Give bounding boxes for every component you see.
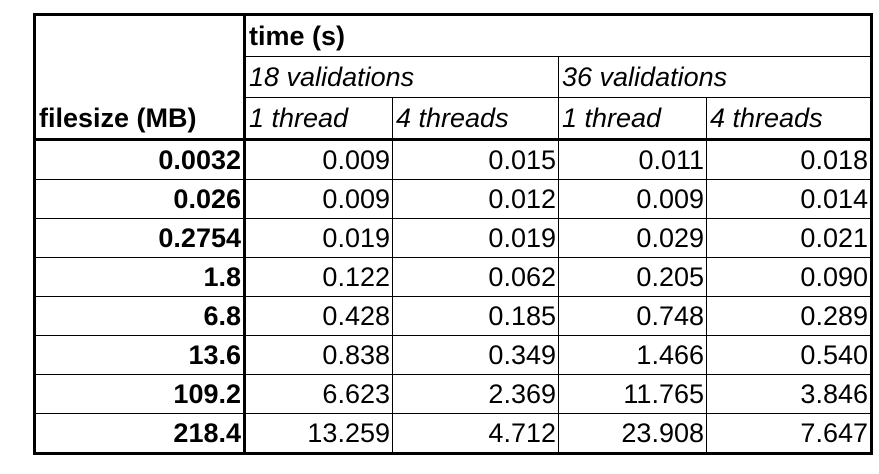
header-row-groups: 18 validations 36 validations [33,56,873,98]
v18-1-thread-cell: 0.019 [244,218,393,258]
v36-1-thread-cell: 23.908 [558,413,707,455]
v36-4-threads-cell: 7.647 [706,413,873,455]
v18-4-threads-cell: 4.712 [392,413,559,455]
filesize-cell: 218.4 [33,413,246,455]
v36-1-thread-cell: 0.748 [558,296,707,336]
table-row: 1.8 0.122 0.062 0.205 0.090 [33,257,873,297]
v18-4-threads-cell: 0.185 [392,296,559,336]
table-row: 218.4 13.259 4.712 23.908 7.647 [33,413,873,455]
col-18-4-threads: 4 threads [392,97,559,141]
v36-1-thread-cell: 0.205 [558,257,707,297]
table-row: 0.026 0.009 0.012 0.009 0.014 [33,179,873,219]
filesize-spacer-cell [33,56,246,98]
v36-4-threads-cell: 0.014 [706,179,873,219]
v18-1-thread-cell: 0.122 [244,257,393,297]
header-row-time: time (s) [33,13,873,57]
v36-4-threads-cell: 0.021 [706,218,873,258]
filesize-cell: 0.2754 [33,218,246,258]
v36-1-thread-cell: 0.029 [558,218,707,258]
table-row: 0.2754 0.019 0.019 0.029 0.021 [33,218,873,258]
table-row: 0.0032 0.009 0.015 0.011 0.018 [33,139,873,180]
v18-1-thread-cell: 13.259 [244,413,393,455]
filesize-cell: 13.6 [33,335,246,375]
v18-4-threads-cell: 0.015 [392,139,559,180]
v18-4-threads-cell: 0.019 [392,218,559,258]
group-36-validations: 36 validations [558,56,873,98]
filesize-header: filesize (MB) [33,97,246,141]
v36-1-thread-cell: 1.466 [558,335,707,375]
v36-4-threads-cell: 0.289 [706,296,873,336]
v18-4-threads-cell: 2.369 [392,374,559,414]
col-36-4-threads: 4 threads [706,97,873,141]
v18-4-threads-cell: 0.062 [392,257,559,297]
timing-table: time (s) 18 validations 36 validations f… [33,13,873,455]
v18-4-threads-cell: 0.012 [392,179,559,219]
table-row: 13.6 0.838 0.349 1.466 0.540 [33,335,873,375]
table-row: 109.2 6.623 2.369 11.765 3.846 [33,374,873,414]
v18-1-thread-cell: 6.623 [244,374,393,414]
v18-1-thread-cell: 0.009 [244,179,393,219]
v36-1-thread-cell: 0.009 [558,179,707,219]
filesize-cell: 109.2 [33,374,246,414]
filesize-cell: 6.8 [33,296,246,336]
time-header: time (s) [244,13,873,57]
v18-1-thread-cell: 0.838 [244,335,393,375]
filesize-cell: 1.8 [33,257,246,297]
corner-cell [33,13,246,57]
header-row-threads: filesize (MB) 1 thread 4 threads 1 threa… [33,97,873,141]
v36-4-threads-cell: 0.090 [706,257,873,297]
filesize-cell: 0.026 [33,179,246,219]
v18-1-thread-cell: 0.428 [244,296,393,336]
col-18-1-thread: 1 thread [244,97,393,141]
v36-1-thread-cell: 11.765 [558,374,707,414]
v36-4-threads-cell: 0.018 [706,139,873,180]
filesize-cell: 0.0032 [33,139,246,180]
col-36-1-thread: 1 thread [558,97,707,141]
v36-1-thread-cell: 0.011 [558,139,707,180]
v36-4-threads-cell: 3.846 [706,374,873,414]
v36-4-threads-cell: 0.540 [706,335,873,375]
table-body: 0.0032 0.009 0.015 0.011 0.018 0.026 0.009 0.01… [33,139,873,455]
v18-1-thread-cell: 0.009 [244,139,393,180]
v18-4-threads-cell: 0.349 [392,335,559,375]
group-18-validations: 18 validations [244,56,559,98]
table-row: 6.8 0.428 0.185 0.748 0.289 [33,296,873,336]
